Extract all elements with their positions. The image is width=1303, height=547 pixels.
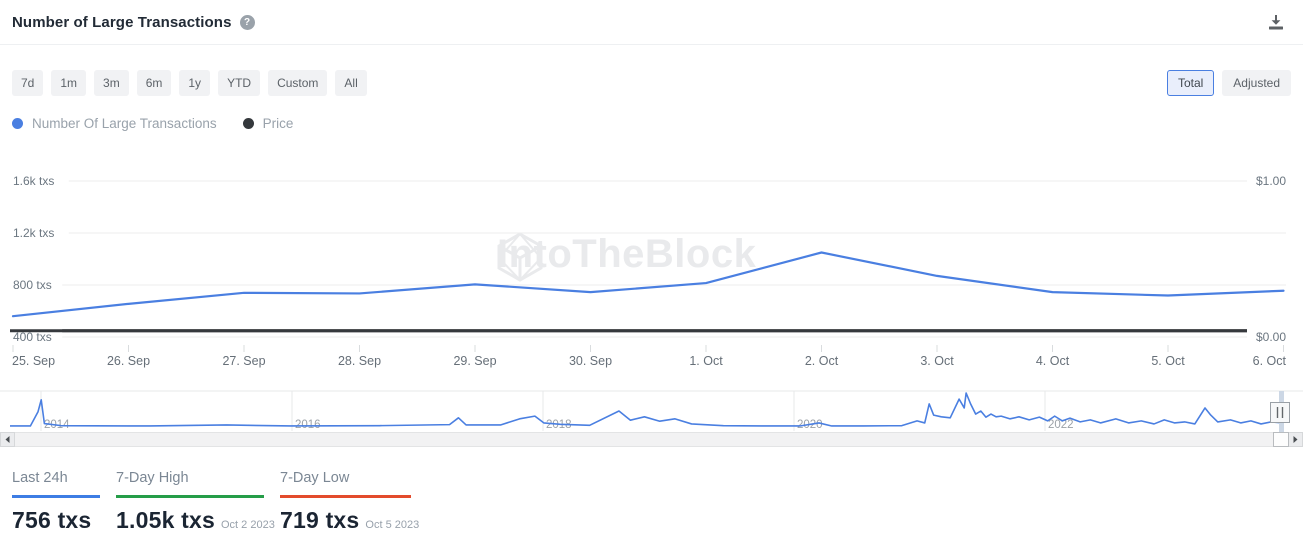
- transactions-line: [11, 251, 1285, 318]
- navigator-svg[interactable]: 2014 2016 2018 2020 2022: [0, 386, 1303, 448]
- stat-value: 719 txs: [280, 507, 360, 533]
- download-button[interactable]: [1267, 14, 1285, 31]
- y-axis-right-label: $1.00: [1256, 174, 1286, 188]
- x-axis-label: 1. Oct: [689, 354, 723, 368]
- y-axis-left-label: 400 txs: [13, 330, 52, 344]
- mode-toggle: Total Adjusted: [1166, 70, 1291, 96]
- stat-accent-rule: [12, 495, 100, 498]
- navigator-sparkline: [10, 392, 1285, 427]
- x-axis-label: 25. Sep: [12, 354, 55, 368]
- help-icon[interactable]: ?: [239, 14, 255, 30]
- legend-item-price[interactable]: Price: [242, 116, 294, 131]
- navigator-year-label: 2022: [1048, 419, 1074, 431]
- stat-date: Oct 2 2023: [221, 519, 275, 531]
- x-axis-label: 6. Oct: [1253, 354, 1287, 368]
- page-title: Number of Large Transactions: [12, 13, 232, 31]
- y-axis-right-label: $0.00: [1256, 330, 1286, 344]
- legend-label: Number Of Large Transactions: [32, 116, 217, 131]
- x-axis-label: 27. Sep: [222, 354, 265, 368]
- x-axis-label: 5. Oct: [1151, 354, 1185, 368]
- y-axis-left-label: 1.2k txs: [13, 226, 54, 240]
- range-button-6m[interactable]: 6m: [136, 70, 172, 96]
- x-axis-label: 28. Sep: [338, 354, 381, 368]
- scrollbar-thumb[interactable]: [1273, 432, 1289, 447]
- legend-label: Price: [262, 116, 294, 131]
- range-button-ytd[interactable]: YTD: [218, 70, 261, 96]
- stat-value: 1.05k txs: [116, 507, 215, 533]
- range-button-custom[interactable]: Custom: [268, 70, 328, 96]
- x-axis-label: 3. Oct: [920, 354, 954, 368]
- range-button-3m[interactable]: 3m: [94, 70, 129, 96]
- stat-accent-rule: [116, 495, 264, 498]
- legend-dot: [242, 118, 254, 129]
- stat-value: 756 txs: [12, 507, 92, 533]
- stat-accent-rule: [280, 495, 411, 498]
- mode-button-adjusted[interactable]: Adjusted: [1222, 70, 1291, 96]
- scrollbar-track[interactable]: [0, 432, 1303, 447]
- y-axis-left-label: 1.6k txs: [13, 174, 54, 188]
- stat-last-24h: Last 24h 756 txs: [12, 470, 100, 534]
- x-axis-label: 26. Sep: [107, 354, 150, 368]
- scrollbar-right-arrow-icon: [1293, 436, 1298, 443]
- stats-panel: Last 24h 756 txs 7-Day High 1.05k txs Oct 2 …: [12, 470, 419, 534]
- legend-item-transactions[interactable]: Number Of Large Transactions: [12, 116, 217, 131]
- scrollbar-left-arrow-icon: [5, 436, 10, 443]
- x-axis-label: 2. Oct: [805, 354, 839, 368]
- navigator-year-label: 2018: [546, 419, 572, 431]
- mode-button-total[interactable]: Total: [1166, 70, 1215, 96]
- navigator-handle-grip[interactable]: [1270, 402, 1290, 423]
- x-axis-label: 4. Oct: [1036, 354, 1070, 368]
- toolbar: 7d 1m 3m 6m 1y YTD Custom All Total Adjusted: [12, 70, 1291, 96]
- download-icon: [1269, 14, 1283, 29]
- range-button-7d[interactable]: 7d: [12, 70, 44, 96]
- navigator[interactable]: 2014 2016 2018 2020 2022: [0, 386, 1303, 448]
- stat-7-day-low: 7-Day Low 719 txs Oct 5 2023: [280, 470, 419, 534]
- main-chart[interactable]: IntoTheBlock 1.6k txs 1.2k txs 800 txs 400 …: [0, 150, 1303, 385]
- range-buttons: 7d 1m 3m 6m 1y YTD Custom All: [12, 70, 367, 96]
- legend-dot: [12, 118, 23, 129]
- main-chart-svg[interactable]: 1.6k txs 1.2k txs 800 txs 400 txs $1.00 $0.00…: [0, 150, 1303, 385]
- x-axis-label: 30. Sep: [569, 354, 612, 368]
- stat-label: 7-Day Low: [280, 470, 350, 486]
- stat-7-day-high: 7-Day High 1.05k txs Oct 2 2023: [116, 470, 275, 534]
- y-axis-left-label: 800 txs: [13, 278, 52, 292]
- legend: Number Of Large Transactions Price: [12, 116, 293, 131]
- range-button-all[interactable]: All: [335, 70, 367, 96]
- range-button-1m[interactable]: 1m: [51, 70, 87, 96]
- stat-label: 7-Day High: [116, 470, 189, 486]
- range-button-1y[interactable]: 1y: [179, 70, 211, 96]
- navigator-year-label: 2016: [295, 419, 321, 431]
- header: Number of Large Transactions ?: [0, 0, 1303, 45]
- stat-date: Oct 5 2023: [365, 519, 420, 531]
- stat-label: Last 24h: [12, 470, 68, 486]
- x-axis-label: 29. Sep: [453, 354, 496, 368]
